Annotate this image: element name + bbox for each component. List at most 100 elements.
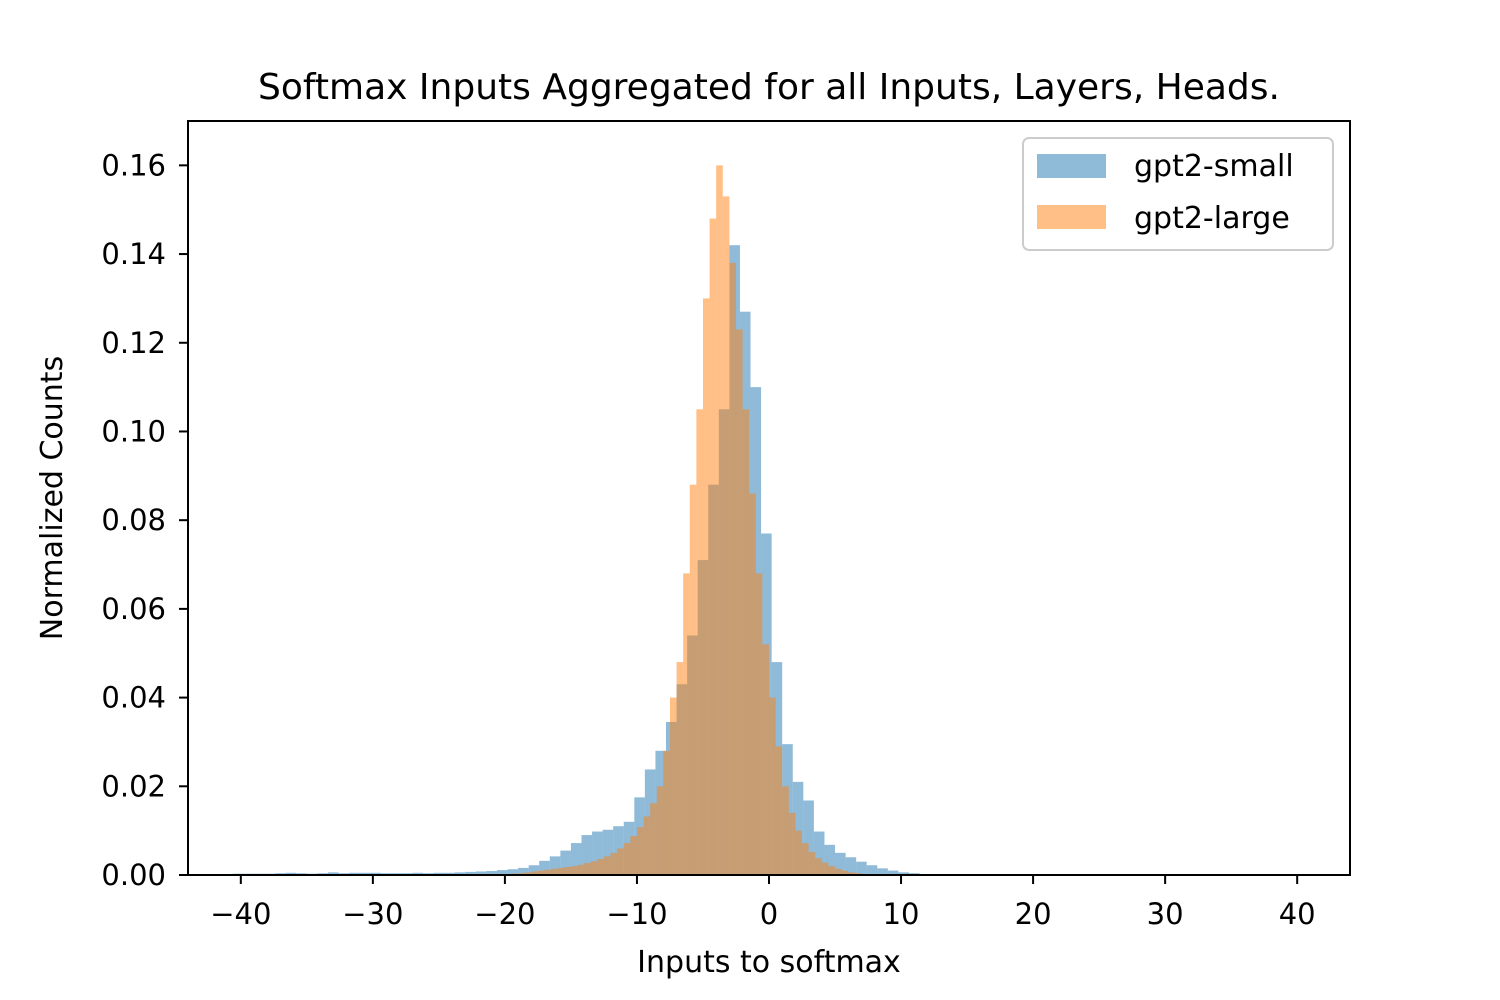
x-tick-label: 10 <box>883 897 920 931</box>
bar-gpt2-large-16 <box>610 852 618 875</box>
bar-gpt2-small-23 <box>475 871 487 875</box>
y-tick-label: 0.16 <box>101 148 166 182</box>
bar-gpt2-large-31 <box>709 218 717 875</box>
bar-gpt2-small-5 <box>285 872 297 875</box>
x-tick-label: 40 <box>1279 897 1316 931</box>
bar-gpt2-large-45 <box>802 843 809 875</box>
legend-label-gpt2-large: gpt2-large <box>1134 201 1290 236</box>
y-tick-label: 0.02 <box>101 769 166 803</box>
bar-gpt2-large-25 <box>669 697 677 875</box>
bar-gpt2-small-30 <box>549 856 561 875</box>
bar-gpt2-large-9 <box>564 867 571 875</box>
bar-gpt2-small-11 <box>349 872 360 875</box>
bar-gpt2-large-3 <box>524 872 532 875</box>
bar-gpt2-small-33 <box>581 835 593 875</box>
bar-gpt2-large-30 <box>702 298 710 875</box>
bar-gpt2-small-58 <box>845 857 857 875</box>
bar-gpt2-large-5 <box>537 870 545 875</box>
bar-gpt2-small-35 <box>602 829 614 875</box>
bar-gpt2-large-28 <box>689 484 697 875</box>
bar-gpt2-large-29 <box>696 409 703 875</box>
bar-gpt2-large-35 <box>735 329 743 876</box>
bar-gpt2-large-33 <box>722 196 730 875</box>
bar-gpt2-large-8 <box>557 867 565 875</box>
bar-gpt2-large-50 <box>835 868 842 875</box>
bar-gpt2-small-61 <box>877 868 888 875</box>
bar-gpt2-large-6 <box>544 869 552 875</box>
bar-gpt2-large-41 <box>775 746 783 875</box>
bar-gpt2-large-7 <box>551 868 558 875</box>
bar-gpt2-small-21 <box>454 872 466 875</box>
x-axis: −40 −30 −20 −10 0 10 20 30 40 <box>210 875 1316 931</box>
bar-gpt2-small-57 <box>835 852 846 875</box>
bar-gpt2-large-17 <box>617 848 624 875</box>
bar-gpt2-large-51 <box>841 870 849 875</box>
bar-gpt2-large-49 <box>828 866 836 875</box>
bar-gpt2-small-54 <box>803 800 814 875</box>
bar-gpt2-small-49 <box>750 387 762 875</box>
bar-gpt2-large-4 <box>531 871 538 875</box>
bar-gpt2-large-43 <box>788 812 796 875</box>
bar-gpt2-large-21 <box>643 816 651 875</box>
bar-gpt2-large-46 <box>808 851 816 875</box>
bar-gpt2-large-47 <box>815 858 822 875</box>
bar-gpt2-large-11 <box>577 864 585 875</box>
bar-gpt2-small-24 <box>486 871 497 875</box>
bar-gpt2-small-12 <box>359 872 371 875</box>
legend-label-gpt2-small: gpt2-small <box>1134 149 1294 184</box>
bar-gpt2-large-44 <box>795 830 803 875</box>
bar-gpt2-small-19 <box>433 872 445 875</box>
y-tick-label: 0.12 <box>101 326 166 360</box>
bar-gpt2-small-9 <box>327 872 339 875</box>
bar-gpt2-small-31 <box>560 850 571 875</box>
bar-gpt2-small-17 <box>412 872 424 875</box>
y-tick-label: 0.06 <box>101 592 166 626</box>
bar-gpt2-large-19 <box>630 835 637 875</box>
bar-gpt2-small-22 <box>465 871 476 875</box>
bar-gpt2-small-25 <box>496 870 508 875</box>
bar-gpt2-large-39 <box>762 644 769 875</box>
bar-gpt2-large-10 <box>570 866 578 875</box>
y-axis: 0.00 0.02 0.04 0.06 0.08 0.10 0.12 0.14 0.16 <box>101 148 188 892</box>
bar-gpt2-small-59 <box>856 861 867 875</box>
bar-gpt2-large-18 <box>623 843 631 875</box>
bar-gpt2-small-32 <box>570 843 582 875</box>
bar-gpt2-large-27 <box>683 573 690 875</box>
bar-gpt2-large-13 <box>590 861 598 875</box>
legend-swatch-gpt2-small <box>1037 154 1106 178</box>
bar-gpt2-small-28 <box>528 865 540 875</box>
bar-gpt2-large-42 <box>782 786 789 875</box>
y-tick-label: 0.04 <box>101 681 166 715</box>
bar-gpt2-large-23 <box>656 786 664 875</box>
y-tick-label: 0.08 <box>101 503 166 537</box>
bar-gpt2-small-62 <box>887 870 899 875</box>
x-tick-label: 20 <box>1015 897 1052 931</box>
x-tick-label: 30 <box>1147 897 1184 931</box>
y-axis-label: Normalized Counts <box>35 356 70 640</box>
x-tick-label: −30 <box>342 897 403 931</box>
x-tick-label: 0 <box>760 897 778 931</box>
bar-gpt2-small-27 <box>518 867 529 875</box>
series-gpt2-large-bars <box>504 165 862 876</box>
bar-gpt2-large-32 <box>716 165 723 876</box>
bar-gpt2-small-53 <box>792 781 804 875</box>
bar-gpt2-large-48 <box>821 862 829 875</box>
bar-gpt2-large-36 <box>742 409 750 875</box>
x-axis-label: Inputs to softmax <box>637 945 901 980</box>
legend: gpt2-small gpt2-large <box>1022 137 1334 251</box>
bar-gpt2-large-12 <box>584 863 591 875</box>
x-tick-label: −20 <box>474 897 535 931</box>
bar-gpt2-small-29 <box>539 860 550 875</box>
bar-gpt2-small-55 <box>813 831 825 875</box>
bar-gpt2-small-13 <box>370 872 381 875</box>
bar-gpt2-large-22 <box>650 803 657 875</box>
bar-gpt2-large-34 <box>729 262 736 875</box>
x-tick-label: −10 <box>606 897 667 931</box>
bar-gpt2-large-15 <box>603 856 611 875</box>
series-gpt2-small-bars <box>232 245 931 876</box>
bar-gpt2-small-63 <box>898 872 909 875</box>
chart-title: Softmax Inputs Aggregated for all Inputs… <box>258 67 1280 108</box>
bar-gpt2-small-56 <box>824 844 836 875</box>
y-tick-label: 0.00 <box>101 858 166 892</box>
